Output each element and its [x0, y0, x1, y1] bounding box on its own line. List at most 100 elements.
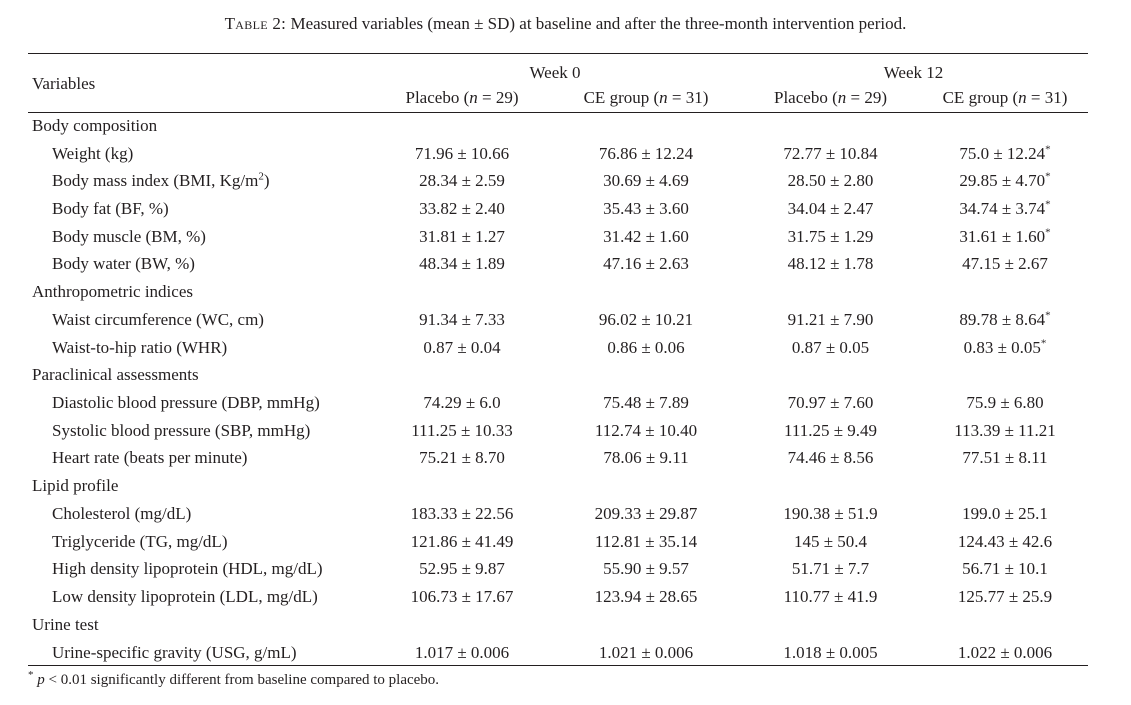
value-cell: 183.33 ± 22.56 — [410, 503, 514, 523]
top-rule — [28, 53, 1088, 55]
table-label: Table 2: — [224, 14, 287, 33]
section-title: Anthropometric indices — [32, 282, 193, 302]
value-cell: 51.71 ± 7.7 — [791, 559, 870, 579]
value-cell: 112.74 ± 10.40 — [594, 420, 698, 440]
value-cell: 48.34 ± 1.89 — [419, 254, 505, 274]
value-cell: 48.12 ± 1.78 — [787, 254, 874, 274]
value-cell: 76.86 ± 12.24 — [598, 143, 694, 163]
value-cell: 89.78 ± 8.64* — [959, 309, 1051, 329]
value-cell: 28.34 ± 2.59 — [419, 171, 505, 191]
value-cell: 190.38 ± 51.9 — [783, 503, 878, 523]
section-row: Paraclinical assessments — [28, 361, 1088, 389]
value-cell: 124.43 ± 42.6 — [957, 531, 1053, 551]
value-cell: 106.73 ± 17.67 — [410, 587, 514, 607]
table-row: Body fat (BF, %) 33.82 ± 2.40 35.43 ± 3.60… — [28, 195, 1088, 223]
variable-label: Body water (BW, %) — [52, 254, 195, 274]
value-cell: 33.82 ± 2.40 — [419, 199, 505, 219]
value-cell: 47.15 ± 2.67 — [962, 254, 1048, 274]
value-cell: 52.95 ± 9.87 — [419, 559, 505, 579]
value-cell: 28.50 ± 2.80 — [787, 171, 874, 191]
header-row-groups: Placebo (n = 29) CE group (n = 31) Place… — [28, 83, 1088, 112]
group-header: Placebo (n = 29) — [405, 87, 519, 107]
value-cell: 111.25 ± 9.49 — [783, 420, 878, 440]
table-row: Waist circumference (WC, cm) 91.34 ± 7.33… — [28, 306, 1088, 334]
table-row: Triglyceride (TG, mg/dL) 121.86 ± 41.49 11… — [28, 528, 1088, 556]
variable-label: Body fat (BF, %) — [52, 199, 169, 219]
value-cell: 96.02 ± 10.21 — [598, 309, 694, 329]
value-cell: 111.25 ± 10.33 — [411, 420, 513, 440]
value-cell: 31.75 ± 1.29 — [787, 226, 874, 246]
value-cell: 74.46 ± 8.56 — [787, 448, 874, 468]
value-cell: 78.06 ± 9.11 — [603, 448, 689, 468]
section-title: Urine test — [32, 614, 99, 634]
variable-label: Urine-specific gravity (USG, g/mL) — [52, 642, 297, 662]
value-cell: 70.97 ± 7.60 — [787, 393, 874, 413]
value-cell: 74.29 ± 6.0 — [423, 393, 501, 413]
group-header: Placebo (n = 29) — [774, 87, 887, 107]
variable-label: Low density lipoprotein (LDL, mg/dL) — [52, 587, 318, 607]
variable-label: Weight (kg) — [52, 143, 134, 163]
value-cell: 123.94 ± 28.65 — [594, 587, 698, 607]
value-cell: 55.90 ± 9.57 — [603, 559, 689, 579]
value-cell: 56.71 ± 10.1 — [962, 559, 1048, 579]
value-cell: 110.77 ± 41.9 — [783, 587, 878, 607]
value-cell: 31.81 ± 1.27 — [419, 226, 505, 246]
variable-label: Waist-to-hip ratio (WHR) — [52, 337, 228, 357]
group-header: CE group (n = 31) — [942, 87, 1068, 107]
table-row: Weight (kg) 71.96 ± 10.66 76.86 ± 12.24 72.… — [28, 140, 1088, 168]
value-cell: 112.81 ± 35.14 — [594, 531, 698, 551]
header-row-weeks: Variables Week 0 Week 12 — [28, 55, 1088, 93]
table-row: Body muscle (BM, %) 31.81 ± 1.27 31.42 ± 1… — [28, 223, 1088, 251]
value-cell: 75.21 ± 8.70 — [419, 448, 505, 468]
variable-label: Body mass index (BMI, Kg/m2) — [52, 170, 270, 191]
section-title: Body composition — [32, 115, 158, 135]
value-cell: 30.69 ± 4.69 — [603, 171, 689, 191]
value-cell: 75.9 ± 6.80 — [966, 393, 1044, 413]
value-cell: 77.51 ± 8.11 — [962, 448, 1048, 468]
value-cell: 34.04 ± 2.47 — [787, 199, 874, 219]
value-cell: 72.77 ± 10.84 — [783, 143, 878, 163]
value-cell: 75.48 ± 7.89 — [603, 393, 689, 413]
table-row: Low density lipoprotein (LDL, mg/dL) 106.… — [28, 583, 1088, 611]
value-cell: 0.83 ± 0.05* — [963, 336, 1047, 357]
table-row: Cholesterol (mg/dL) 183.33 ± 22.56 209.33 … — [28, 500, 1088, 528]
value-cell: 121.86 ± 41.49 — [410, 531, 514, 551]
value-cell: 0.87 ± 0.04 — [423, 337, 501, 357]
table-row: Diastolic blood pressure (DBP, mmHg) 74.2… — [28, 389, 1088, 417]
table-row: Waist-to-hip ratio (WHR) 0.87 ± 0.04 0.86 … — [28, 334, 1088, 362]
value-cell: 0.87 ± 0.05 — [791, 337, 870, 357]
section-title: Lipid profile — [32, 476, 119, 496]
variable-label: Triglyceride (TG, mg/dL) — [52, 531, 228, 551]
variable-label: Waist circumference (WC, cm) — [52, 309, 264, 329]
section-row: Body composition — [28, 112, 1088, 140]
variable-label: Heart rate (beats per minute) — [52, 448, 248, 468]
table-row: Systolic blood pressure (SBP, mmHg) 111.2… — [28, 417, 1088, 445]
value-cell: 75.0 ± 12.24* — [959, 142, 1051, 163]
table-caption-text: Measured variables (mean ± SD) at baseli… — [290, 14, 907, 33]
value-cell: 91.21 ± 7.90 — [787, 309, 874, 329]
table-row: Heart rate (beats per minute) 75.21 ± 8.7… — [28, 445, 1088, 473]
value-cell: 29.85 ± 4.70* — [959, 170, 1051, 191]
variable-label: Body muscle (BM, %) — [52, 226, 206, 246]
value-cell: 209.33 ± 29.87 — [594, 503, 698, 523]
table-row: Body water (BW, %) 48.34 ± 1.89 47.16 ± 2.… — [28, 251, 1088, 279]
value-cell: 199.0 ± 25.1 — [962, 503, 1048, 523]
value-cell: 1.022 ± 0.006 — [957, 642, 1053, 662]
variable-label: High density lipoprotein (HDL, mg/dL) — [52, 559, 323, 579]
footnote: * p < 0.01 significantly different from … — [28, 669, 440, 689]
variable-label: Cholesterol (mg/dL) — [52, 503, 192, 523]
group-header: CE group (n = 31) — [583, 87, 709, 107]
value-cell: 125.77 ± 25.9 — [957, 587, 1053, 607]
results-table: Variables Week 0 Week 12 Placebo (n = 29… — [28, 55, 1088, 666]
week0-header: Week 0 — [529, 63, 581, 82]
value-cell: 34.74 ± 3.74* — [959, 198, 1051, 219]
section-title: Paraclinical assessments — [32, 365, 199, 385]
value-cell: 1.017 ± 0.006 — [414, 642, 510, 662]
value-cell: 35.43 ± 3.60 — [603, 199, 689, 219]
table-row: Body mass index (BMI, Kg/m2) 28.34 ± 2.59… — [28, 167, 1088, 195]
value-cell: 31.42 ± 1.60 — [603, 226, 689, 246]
value-cell: 145 ± 50.4 — [793, 531, 868, 551]
table-row: Urine-specific gravity (USG, g/mL) 1.017 … — [28, 639, 1088, 667]
header-rule — [28, 112, 1088, 113]
section-row: Anthropometric indices — [28, 278, 1088, 306]
